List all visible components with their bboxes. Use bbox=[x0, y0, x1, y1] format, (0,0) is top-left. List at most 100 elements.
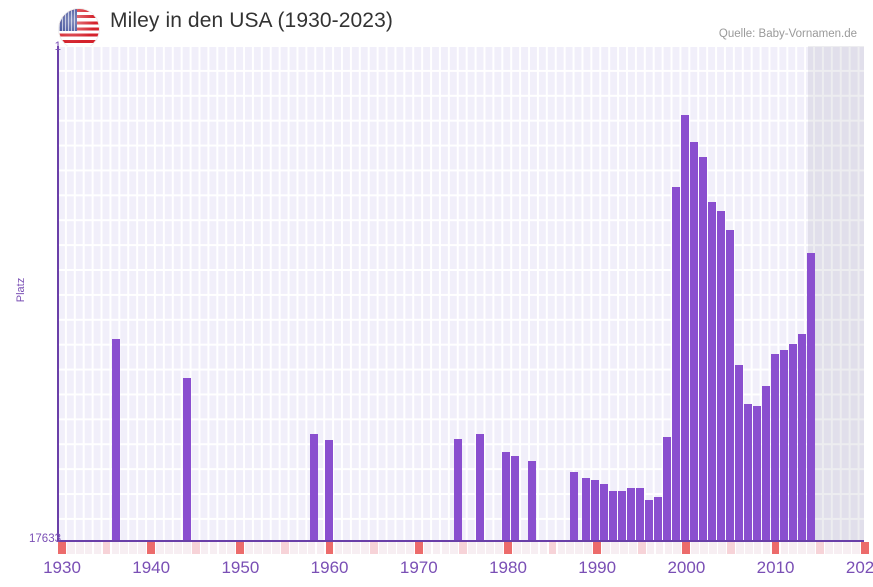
y-axis-line bbox=[57, 46, 59, 541]
bar-2010[interactable] bbox=[735, 365, 743, 541]
bar-2013[interactable] bbox=[762, 386, 770, 541]
x-axis-label-1930: 1930 bbox=[43, 558, 81, 577]
shaded-region bbox=[808, 46, 864, 541]
x-tick-minor-1992 bbox=[611, 542, 619, 554]
bar-1978[interactable] bbox=[454, 439, 462, 541]
x-tick-major-2000 bbox=[682, 542, 691, 554]
bar-2002[interactable] bbox=[663, 437, 671, 541]
bar-1998[interactable] bbox=[627, 488, 635, 541]
x-tick-minor-1944 bbox=[182, 542, 191, 554]
x-tick-minor-1931 bbox=[66, 542, 75, 554]
x-tick-half-2015 bbox=[816, 542, 824, 554]
bar-2018[interactable] bbox=[807, 253, 815, 541]
x-tick-minor-1949 bbox=[227, 542, 236, 554]
x-tick-minor-1981 bbox=[512, 542, 521, 554]
x-tick-minor-1954 bbox=[272, 542, 280, 554]
bar-2007[interactable] bbox=[708, 202, 716, 541]
x-tick-minor-2002 bbox=[700, 542, 708, 554]
x-tick-half-1965 bbox=[370, 542, 378, 554]
x-tick-minor-1938 bbox=[129, 542, 138, 554]
flag-canton bbox=[59, 9, 77, 31]
x-tick-minor-1939 bbox=[138, 542, 146, 554]
x-tick-minor-1978 bbox=[486, 542, 494, 554]
x-axis-line bbox=[57, 540, 864, 542]
x-tick-minor-1959 bbox=[316, 542, 325, 554]
bar-2017[interactable] bbox=[798, 334, 806, 541]
x-tick-minor-1936 bbox=[111, 542, 120, 554]
bar-1995[interactable] bbox=[600, 484, 608, 541]
x-tick-major-1940 bbox=[147, 542, 155, 554]
bar-1984[interactable] bbox=[502, 452, 510, 541]
bar-2000[interactable] bbox=[645, 500, 653, 541]
bar-1944[interactable] bbox=[183, 378, 191, 541]
x-tick-minor-1956 bbox=[289, 542, 298, 554]
x-tick-minor-1958 bbox=[307, 542, 316, 554]
x-tick-minor-1967 bbox=[388, 542, 396, 554]
bar-1994[interactable] bbox=[591, 480, 599, 541]
x-axis-label-1980: 1980 bbox=[489, 558, 527, 577]
x-tick-minor-1932 bbox=[75, 542, 84, 554]
x-tick-minor-2001 bbox=[691, 542, 700, 554]
bar-2004[interactable] bbox=[681, 115, 689, 541]
x-tick-minor-2008 bbox=[753, 542, 762, 554]
bar-1999[interactable] bbox=[636, 488, 644, 541]
bar-2012[interactable] bbox=[753, 406, 761, 541]
bar-2001[interactable] bbox=[654, 497, 662, 541]
x-tick-minor-1941 bbox=[156, 542, 164, 554]
x-tick-half-1975 bbox=[459, 542, 468, 554]
x-tick-minor-1987 bbox=[566, 542, 575, 554]
x-tick-minor-1986 bbox=[557, 542, 566, 554]
x-tick-minor-1983 bbox=[530, 542, 539, 554]
x-tick-major-1950 bbox=[236, 542, 245, 554]
bar-1997[interactable] bbox=[618, 491, 626, 541]
bar-1996[interactable] bbox=[609, 491, 617, 541]
x-tick-minor-1957 bbox=[298, 542, 307, 554]
x-tick-minor-2013 bbox=[798, 542, 807, 554]
bar-1961[interactable] bbox=[310, 434, 318, 541]
x-tick-minor-1968 bbox=[396, 542, 405, 554]
bar-1985[interactable] bbox=[511, 456, 519, 541]
x-tick-major-1990 bbox=[593, 542, 601, 554]
usa-flag-icon bbox=[59, 9, 99, 49]
x-tick-minor-1947 bbox=[209, 542, 218, 554]
bar-2008[interactable] bbox=[717, 211, 725, 541]
bar-2014[interactable] bbox=[771, 354, 779, 541]
x-tick-minor-2003 bbox=[709, 542, 717, 554]
bar-2015[interactable] bbox=[780, 350, 788, 541]
bar-1992[interactable] bbox=[570, 472, 578, 541]
x-tick-minor-1988 bbox=[575, 542, 584, 554]
bar-2011[interactable] bbox=[744, 404, 752, 541]
x-tick-minor-1982 bbox=[521, 542, 530, 554]
x-tick-minor-1977 bbox=[477, 542, 485, 554]
bar-1993[interactable] bbox=[582, 478, 590, 541]
bar-2006[interactable] bbox=[699, 157, 707, 541]
x-tick-minor-1984 bbox=[539, 542, 548, 554]
x-tick-minor-1951 bbox=[245, 542, 254, 554]
page-title: Miley in den USA (1930-2023) bbox=[110, 9, 393, 32]
bar-1936[interactable] bbox=[112, 339, 120, 541]
x-tick-minor-1943 bbox=[173, 542, 182, 554]
x-tick-half-1995 bbox=[637, 542, 646, 554]
bar-2009[interactable] bbox=[726, 230, 734, 541]
bar-1987[interactable] bbox=[528, 461, 536, 541]
bar-1981[interactable] bbox=[476, 434, 484, 541]
bar-1962[interactable] bbox=[325, 440, 333, 541]
chart-header: Miley in den USA (1930-2023) Quelle: Bab… bbox=[0, 0, 873, 49]
x-tick-minor-2014 bbox=[807, 542, 815, 554]
x-axis-label-2020: 2020 bbox=[845, 558, 873, 577]
x-tick-minor-2004 bbox=[718, 542, 726, 554]
x-tick-minor-2007 bbox=[744, 542, 753, 554]
y-axis-title: Platz bbox=[15, 277, 27, 303]
x-tick-half-1945 bbox=[191, 542, 200, 554]
source-attribution: Quelle: Baby-Vornamen.de bbox=[718, 28, 857, 40]
bar-2005[interactable] bbox=[690, 142, 698, 541]
x-tick-minor-1942 bbox=[165, 542, 173, 554]
bar-2016[interactable] bbox=[789, 344, 797, 541]
x-tick-half-1955 bbox=[281, 542, 289, 554]
x-tick-minor-1953 bbox=[263, 542, 271, 554]
x-tick-minor-2016 bbox=[825, 542, 833, 554]
x-tick-minor-1937 bbox=[120, 542, 129, 554]
bar-2003[interactable] bbox=[672, 187, 680, 541]
x-tick-minor-2019 bbox=[851, 542, 860, 554]
